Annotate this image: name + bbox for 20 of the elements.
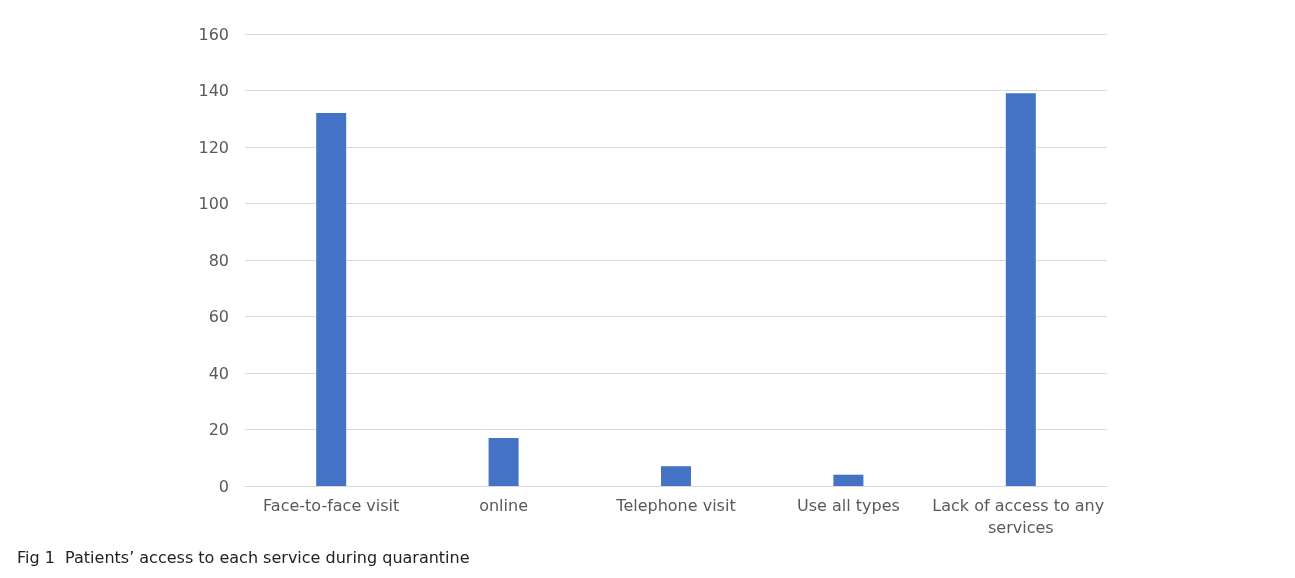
x-tick-label: online xyxy=(479,495,529,515)
text: Fig 1 Patients’ access to each service during quarantine xyxy=(17,547,470,567)
y-tick-label: 120 xyxy=(198,137,229,157)
y-tick-label: 100 xyxy=(198,194,229,213)
x-tick-label: Face-to-face visit xyxy=(263,495,400,515)
y-tick-label: 80 xyxy=(208,250,229,270)
bar xyxy=(488,437,519,486)
y-tick-label: 40 xyxy=(208,363,229,383)
x-tick-label: Use all types xyxy=(796,495,900,515)
x-tick-label: Telephone visit xyxy=(615,495,736,515)
bar xyxy=(661,466,691,486)
y-tick-label: 0 xyxy=(218,476,229,496)
y-tick-label: 20 xyxy=(208,420,229,439)
x-tick-label: Lack of access to any services xyxy=(932,495,1110,537)
y-tick-label: 140 xyxy=(198,81,229,100)
bar xyxy=(833,474,864,486)
bar xyxy=(316,113,347,486)
y-tick-label: 160 xyxy=(198,24,229,44)
bar xyxy=(1005,93,1036,486)
y-tick-label: 60 xyxy=(208,307,229,326)
